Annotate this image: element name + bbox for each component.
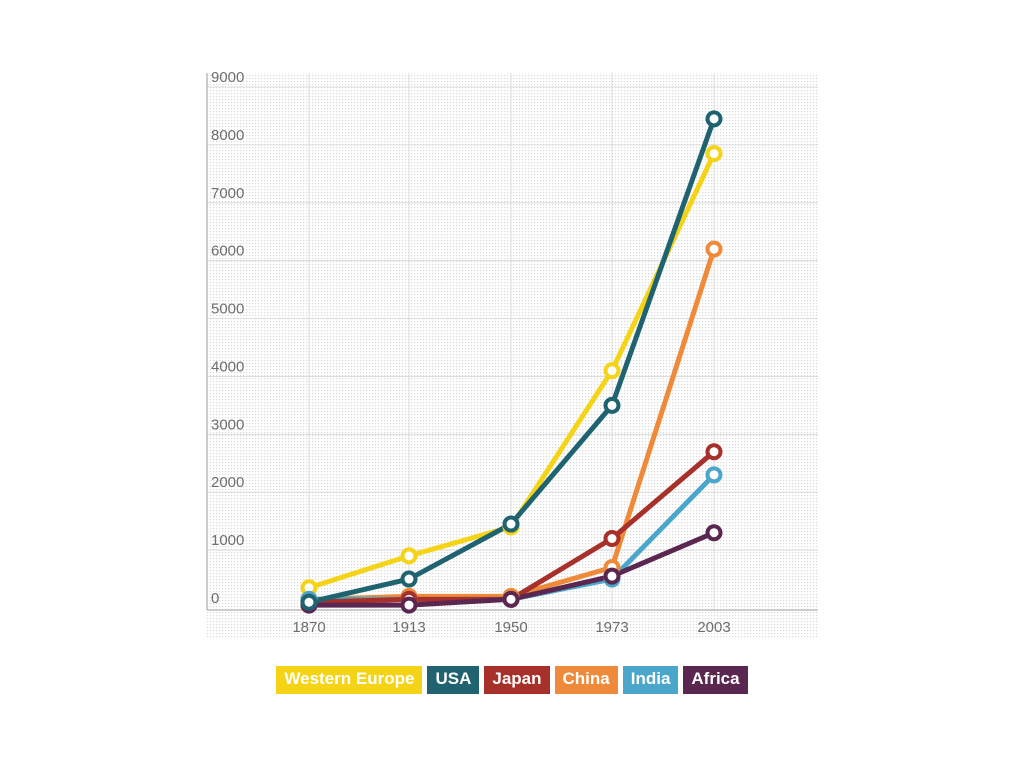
legend-item-western-europe: Western Europe bbox=[276, 666, 423, 694]
data-point-usa bbox=[603, 396, 621, 414]
data-point-japan bbox=[603, 530, 621, 548]
x-tick-label: 1950 bbox=[494, 619, 527, 636]
y-tick-label: 2000 bbox=[211, 474, 244, 491]
data-point-usa bbox=[400, 570, 418, 588]
y-tick-label: 9000 bbox=[211, 69, 244, 86]
x-tick-label: 1973 bbox=[595, 619, 628, 636]
y-tick-label: 4000 bbox=[211, 358, 244, 375]
y-tick-label: 7000 bbox=[211, 185, 244, 202]
data-point-china bbox=[705, 240, 723, 258]
x-tick-label: 1870 bbox=[292, 619, 325, 636]
y-tick-label: 8000 bbox=[211, 127, 244, 144]
data-point-india bbox=[705, 466, 723, 484]
data-point-africa bbox=[502, 590, 520, 608]
legend-item-china: China bbox=[554, 666, 618, 694]
y-tick-label: 3000 bbox=[211, 416, 244, 433]
data-point-africa bbox=[400, 596, 418, 614]
data-point-western-europe bbox=[603, 362, 621, 380]
x-tick-label: 2003 bbox=[697, 619, 730, 636]
legend-item-japan: Japan bbox=[484, 666, 550, 694]
y-tick-label: 1000 bbox=[211, 532, 244, 549]
y-tick-label: 6000 bbox=[211, 243, 244, 260]
data-point-western-europe bbox=[400, 547, 418, 565]
data-point-usa bbox=[502, 515, 520, 533]
data-point-western-europe bbox=[705, 145, 723, 163]
legend-item-africa: Africa bbox=[683, 666, 748, 694]
legend-item-usa: USA bbox=[427, 666, 480, 694]
plot-area bbox=[207, 73, 818, 638]
data-point-africa bbox=[603, 567, 621, 585]
y-tick-label: 5000 bbox=[211, 301, 244, 318]
chart-legend: Western Europe USA Japan China India Africa bbox=[0, 666, 1024, 694]
data-point-usa bbox=[705, 110, 723, 128]
legend-item-india: India bbox=[622, 666, 679, 694]
data-point-japan bbox=[705, 443, 723, 461]
y-tick-label: 0 bbox=[211, 590, 219, 607]
data-point-usa bbox=[300, 593, 318, 611]
data-point-africa bbox=[705, 524, 723, 542]
x-tick-label: 1913 bbox=[392, 619, 425, 636]
